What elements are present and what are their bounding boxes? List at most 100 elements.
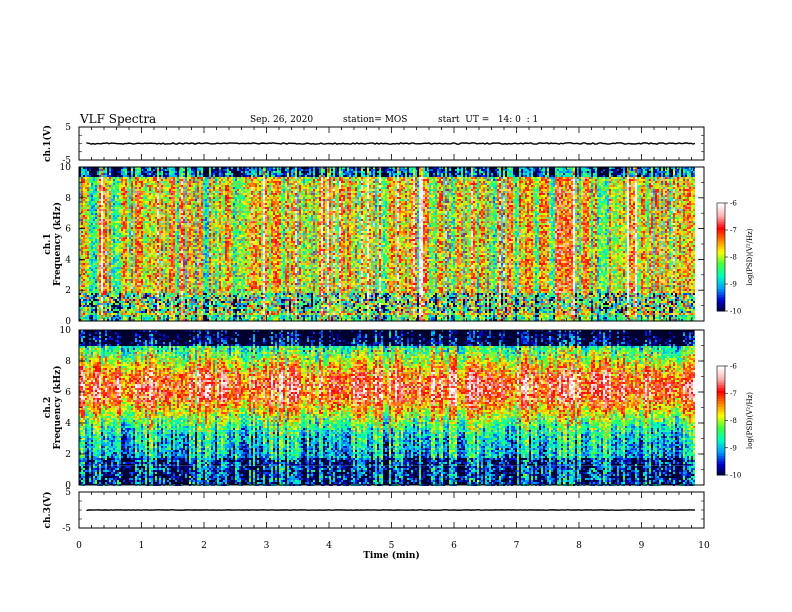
- spectrogram-cell: [187, 195, 189, 197]
- spectrogram-cell: [405, 187, 407, 189]
- spectrogram-cell: [421, 177, 423, 179]
- spectrogram-cell: [283, 193, 285, 195]
- spectrogram-cell: [173, 195, 175, 197]
- spectrogram-cell: [601, 199, 603, 201]
- spectrogram-cell: [369, 173, 371, 175]
- spectrogram-cell: [437, 191, 439, 193]
- spectrogram-cell: [459, 185, 461, 187]
- spectrogram-cell: [121, 195, 123, 197]
- spectrogram-cell: [151, 171, 153, 173]
- spectrogram-cell: [341, 185, 343, 187]
- spectrogram-cell: [645, 189, 647, 191]
- spectrogram-cell: [139, 173, 141, 175]
- spectrogram-cell: [663, 181, 665, 183]
- spectrogram-cell: [89, 187, 91, 189]
- spectrogram-cell: [209, 183, 211, 185]
- spectrogram-cell: [627, 187, 629, 189]
- spectrogram-cell: [355, 199, 357, 201]
- spectrogram-cell: [321, 179, 323, 181]
- spectrogram-cell: [205, 181, 207, 183]
- spectrogram-cell: [341, 189, 343, 191]
- spectrogram-cell: [473, 167, 475, 169]
- spectrogram-cell: [207, 195, 209, 197]
- spectrogram-cell: [429, 177, 431, 179]
- spectrogram-cell: [245, 171, 247, 173]
- spectrogram-cell: [365, 185, 367, 187]
- spectrogram-cell: [447, 177, 449, 179]
- spectrogram-cell: [257, 181, 259, 183]
- spectrogram-cell: [375, 181, 377, 183]
- spectrogram-cell: [583, 175, 585, 177]
- spectrogram-cell: [255, 167, 257, 169]
- spectrogram-cell: [519, 175, 521, 177]
- spectrogram-cell: [663, 189, 665, 191]
- spectrogram-cell: [531, 185, 533, 187]
- spectrogram-cell: [137, 185, 139, 187]
- spectrogram-cell: [265, 197, 267, 199]
- spectrogram-cell: [555, 177, 557, 179]
- spectrogram-cell: [597, 199, 599, 201]
- spectrogram-cell: [411, 179, 413, 181]
- spectrogram-cell: [457, 191, 459, 193]
- spectrogram-cell: [567, 193, 569, 195]
- spectrogram-cell: [121, 187, 123, 189]
- spectrogram-cell: [483, 195, 485, 197]
- spectrogram-cell: [525, 187, 527, 189]
- spectrogram-cell: [579, 177, 581, 179]
- spectrogram-cell: [227, 167, 229, 169]
- spectrogram-cell: [431, 199, 433, 201]
- spectrogram-cell: [505, 197, 507, 199]
- spectrogram-cell: [471, 193, 473, 195]
- spectrogram-cell: [243, 181, 245, 183]
- spectrogram-cell: [627, 173, 629, 175]
- spectrogram-cell: [533, 171, 535, 173]
- spectrogram-cell: [299, 181, 301, 183]
- spectrogram-cell: [289, 175, 291, 177]
- spectrogram-cell: [657, 185, 659, 187]
- spectrogram-cell: [401, 199, 403, 201]
- spectrogram-cell: [459, 191, 461, 193]
- spectrogram-cell: [225, 189, 227, 191]
- spectrogram-cell: [267, 167, 269, 169]
- spectrogram-cell: [317, 195, 319, 197]
- spectrogram-cell: [147, 201, 149, 203]
- spectrogram-cell: [455, 169, 457, 171]
- spectrogram-cell: [561, 181, 563, 183]
- spectrogram-cell: [577, 189, 579, 191]
- spectrogram-cell: [513, 191, 515, 193]
- spectrogram-cell: [347, 177, 349, 179]
- spectrogram-cell: [127, 187, 129, 189]
- spectrogram-cell: [569, 173, 571, 175]
- spectrogram-cell: [239, 169, 241, 171]
- spectrogram-cell: [611, 199, 613, 201]
- spectrogram-cell: [537, 199, 539, 201]
- spectrogram-cell: [313, 173, 315, 175]
- spectrogram-cell: [189, 179, 191, 181]
- spectrogram-cell: [395, 181, 397, 183]
- spectrogram-cell: [203, 183, 205, 185]
- spectrogram-cell: [553, 189, 555, 191]
- spectrogram-cell: [589, 199, 591, 201]
- spectrogram-cell: [139, 187, 141, 189]
- spectrogram-cell: [233, 177, 235, 179]
- spectrogram-cell: [473, 175, 475, 177]
- spectrogram-cell: [137, 193, 139, 195]
- spectrogram-cell: [599, 189, 601, 191]
- spectrogram-cell: [295, 183, 297, 185]
- spectrogram-cell: [199, 193, 201, 195]
- spectrogram-cell: [495, 197, 497, 199]
- spectrogram-cell: [517, 183, 519, 185]
- spectrogram-cell: [691, 197, 693, 199]
- spectrogram-cell: [489, 189, 491, 191]
- spectrogram-cell: [277, 191, 279, 193]
- spectrogram-cell: [631, 169, 633, 171]
- spectrogram-cell: [399, 175, 401, 177]
- spectrogram-cell: [111, 195, 113, 197]
- spectrogram-cell: [545, 185, 547, 187]
- spectrogram-cell: [525, 169, 527, 171]
- spectrogram-cell: [273, 199, 275, 201]
- spectrogram-cell: [515, 187, 517, 189]
- spectrogram-cell: [345, 171, 347, 173]
- spectrogram-cell: [323, 197, 325, 199]
- spectrogram-cell: [227, 197, 229, 199]
